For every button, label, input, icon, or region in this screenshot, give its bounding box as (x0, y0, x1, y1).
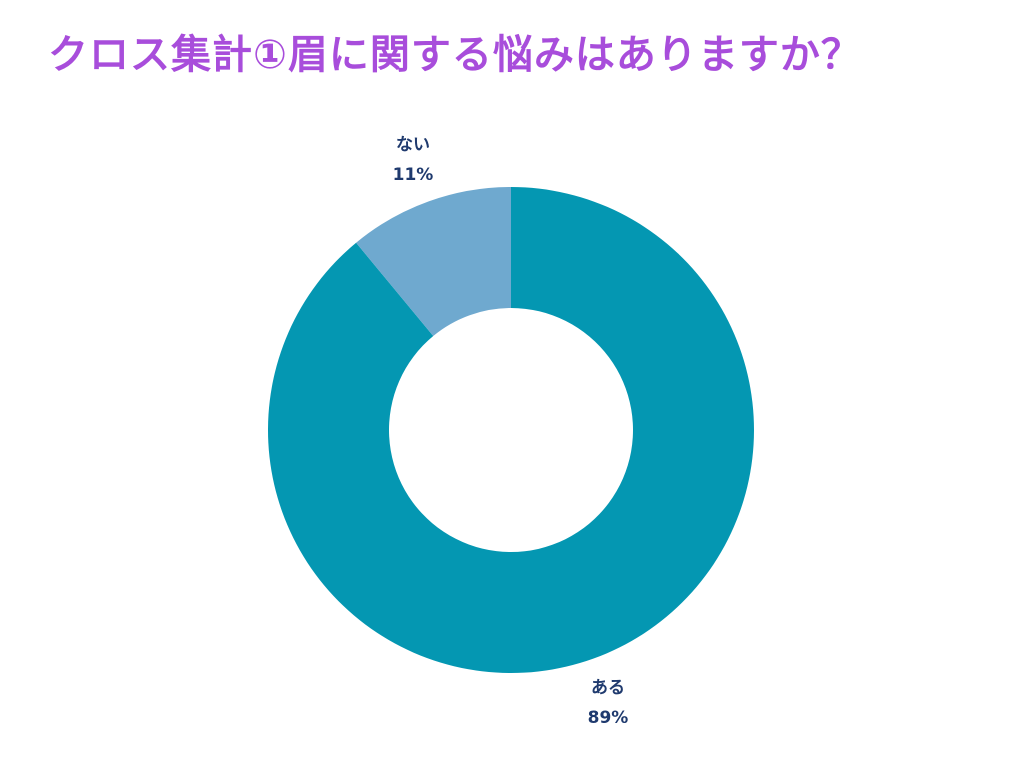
slice-value-label-1: 11% (393, 165, 434, 185)
slice-label-0: ある (591, 678, 625, 698)
slice-label-1: ない (396, 135, 430, 155)
chart-title: クロス集計①眉に関する悩みはありますか？ (48, 32, 862, 78)
slice-0 (267, 187, 754, 673)
slice-labels: ある 89% ない 11% (393, 135, 629, 728)
slice-value-label-0: 89% (588, 708, 629, 728)
donut-slices (267, 187, 754, 673)
slice-1 (356, 187, 511, 336)
